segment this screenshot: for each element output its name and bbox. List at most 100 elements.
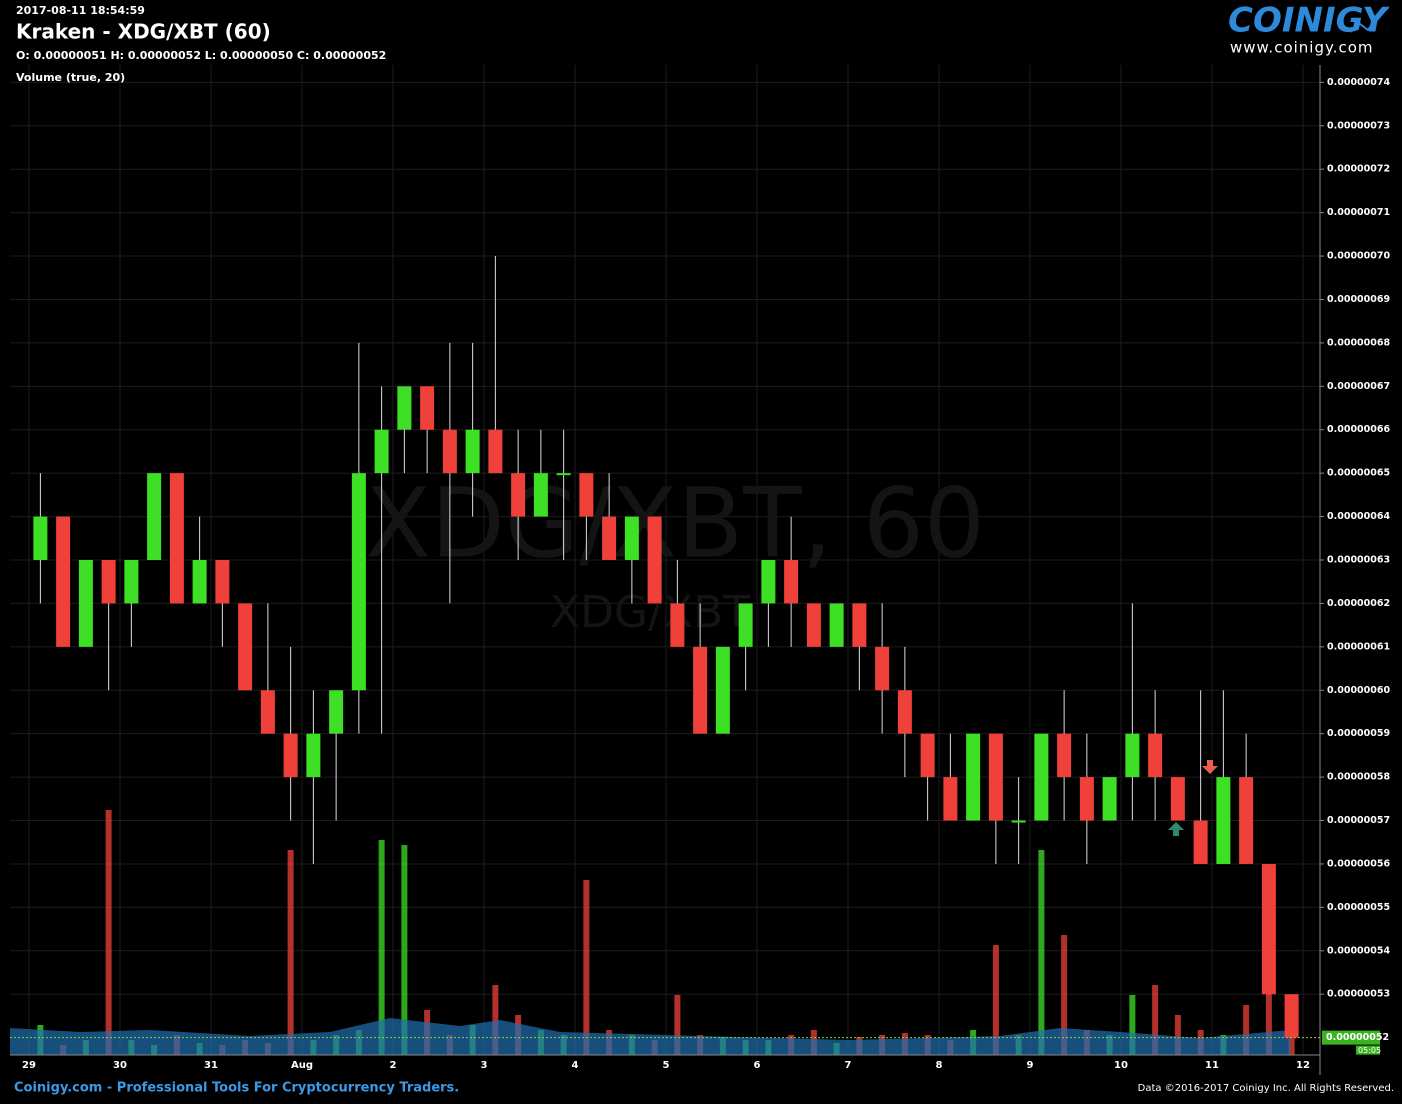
volume-bar bbox=[1243, 1005, 1250, 1055]
candle-body bbox=[988, 733, 1003, 821]
candle-body bbox=[943, 777, 958, 821]
volume-bar bbox=[492, 985, 499, 1055]
chart-title: Kraken - XDG/XBT (60) bbox=[16, 20, 271, 44]
candle-body bbox=[1261, 863, 1276, 995]
candle-body bbox=[442, 429, 457, 474]
candle-body bbox=[784, 560, 799, 604]
candles bbox=[33, 256, 1299, 1038]
candle-body bbox=[1057, 733, 1072, 778]
x-tick-label: 5 bbox=[663, 1060, 670, 1071]
volume-bar bbox=[1288, 1025, 1295, 1055]
candle-body bbox=[647, 516, 662, 604]
candle-body bbox=[602, 516, 617, 560]
footer-left: Coinigy.com - Professional Tools For Cry… bbox=[14, 1081, 459, 1096]
x-tick-label: 2 bbox=[390, 1060, 397, 1071]
candle-body bbox=[579, 473, 594, 517]
volume-bar bbox=[992, 945, 999, 1055]
candle-body bbox=[511, 473, 526, 517]
volume-bar bbox=[1038, 850, 1045, 1055]
y-tick-label: 0.00000073 bbox=[1327, 120, 1390, 131]
candle-body bbox=[1284, 994, 1299, 1038]
candle-body bbox=[1239, 777, 1254, 864]
candle-body bbox=[1125, 733, 1140, 778]
y-tick-label: 0.00000064 bbox=[1327, 511, 1390, 522]
x-tick-label: Aug bbox=[291, 1060, 313, 1071]
x-tick-label: 29 bbox=[22, 1060, 36, 1071]
candle-body bbox=[1148, 733, 1163, 778]
y-tick-label: 0.00000066 bbox=[1327, 424, 1390, 435]
x-tick-label: 10 bbox=[1114, 1060, 1128, 1071]
candle-body bbox=[124, 560, 139, 604]
ohlc-readout: O: 0.00000051 H: 0.00000052 L: 0.0000005… bbox=[16, 49, 386, 62]
candle-body bbox=[852, 603, 867, 647]
candle-body bbox=[1216, 777, 1231, 864]
candle-body bbox=[306, 733, 321, 778]
y-tick-label: 0.00000058 bbox=[1327, 772, 1390, 783]
volume-bar bbox=[401, 845, 408, 1055]
last-price-label: 0.00000052 bbox=[1326, 1032, 1389, 1043]
volume-bar bbox=[583, 880, 590, 1055]
volume-bar bbox=[1129, 995, 1136, 1055]
y-tick-label: 0.00000072 bbox=[1327, 164, 1390, 175]
volume-bar bbox=[105, 810, 112, 1055]
candle-body bbox=[624, 516, 639, 560]
y-tick-label: 0.00000074 bbox=[1327, 77, 1390, 88]
candle-body bbox=[420, 386, 435, 430]
x-tick-label: 12 bbox=[1296, 1060, 1310, 1071]
volume-bar bbox=[378, 840, 385, 1055]
candle-body bbox=[693, 646, 708, 734]
y-tick-label: 0.00000061 bbox=[1327, 641, 1390, 652]
volume-bar bbox=[1265, 970, 1272, 1055]
volume-bar bbox=[1174, 1015, 1181, 1055]
candle-body bbox=[1011, 820, 1026, 823]
y-tick-label: 0.00000053 bbox=[1327, 989, 1390, 1000]
buy-arrow bbox=[1168, 822, 1184, 836]
candle-body bbox=[260, 690, 275, 734]
y-tick-label: 0.00000054 bbox=[1327, 945, 1390, 956]
volume-bar bbox=[287, 850, 294, 1055]
candle-body bbox=[533, 473, 548, 517]
candle-body bbox=[738, 603, 753, 647]
y-tick-label: 0.00000070 bbox=[1327, 251, 1390, 262]
candle-body bbox=[215, 560, 230, 604]
candle-body bbox=[78, 560, 93, 647]
y-tick-label: 0.00000063 bbox=[1327, 555, 1390, 566]
candle-body bbox=[147, 473, 162, 560]
candle-body bbox=[329, 690, 344, 734]
y-tick-label: 0.00000057 bbox=[1327, 815, 1390, 826]
candle-body bbox=[374, 429, 389, 474]
y-tick-label: 0.00000071 bbox=[1327, 207, 1390, 218]
candle-body bbox=[169, 473, 184, 604]
candle-body bbox=[875, 646, 890, 691]
x-tick-label: 9 bbox=[1027, 1060, 1034, 1071]
candle-body bbox=[670, 603, 685, 647]
candle-body bbox=[397, 386, 412, 430]
logo-url: www.coinigy.com bbox=[1230, 39, 1374, 57]
candle-body bbox=[1170, 777, 1185, 821]
volume-bar bbox=[674, 995, 681, 1055]
volume-bar bbox=[1152, 985, 1159, 1055]
y-tick-label: 0.00000062 bbox=[1327, 598, 1390, 609]
x-tick-label: 30 bbox=[113, 1060, 127, 1071]
candle-body bbox=[351, 473, 366, 691]
x-tick-label: 11 bbox=[1205, 1060, 1219, 1071]
candle-body bbox=[101, 560, 116, 604]
x-tick-label: 31 bbox=[204, 1060, 218, 1071]
logo: COINIGY bbox=[1228, 1, 1390, 41]
indicator-label: Volume (true, 20) bbox=[16, 71, 125, 84]
sell-arrow bbox=[1202, 760, 1218, 774]
candle-body bbox=[920, 733, 935, 778]
y-tick-label: 0.00000069 bbox=[1327, 294, 1390, 305]
logo-graph bbox=[1349, 7, 1389, 33]
footer-right: Data ©2016-2017 Coinigy Inc. All Rights … bbox=[1138, 1083, 1394, 1094]
volume-bar bbox=[1061, 935, 1068, 1055]
candle-body bbox=[1079, 777, 1094, 821]
candle-body bbox=[192, 560, 207, 604]
candle-body bbox=[761, 560, 776, 604]
candle-body bbox=[715, 646, 730, 734]
candle-body bbox=[556, 473, 571, 476]
last-price-box bbox=[1322, 1030, 1380, 1045]
watermark: XDG/XBT, 60 bbox=[365, 467, 985, 579]
